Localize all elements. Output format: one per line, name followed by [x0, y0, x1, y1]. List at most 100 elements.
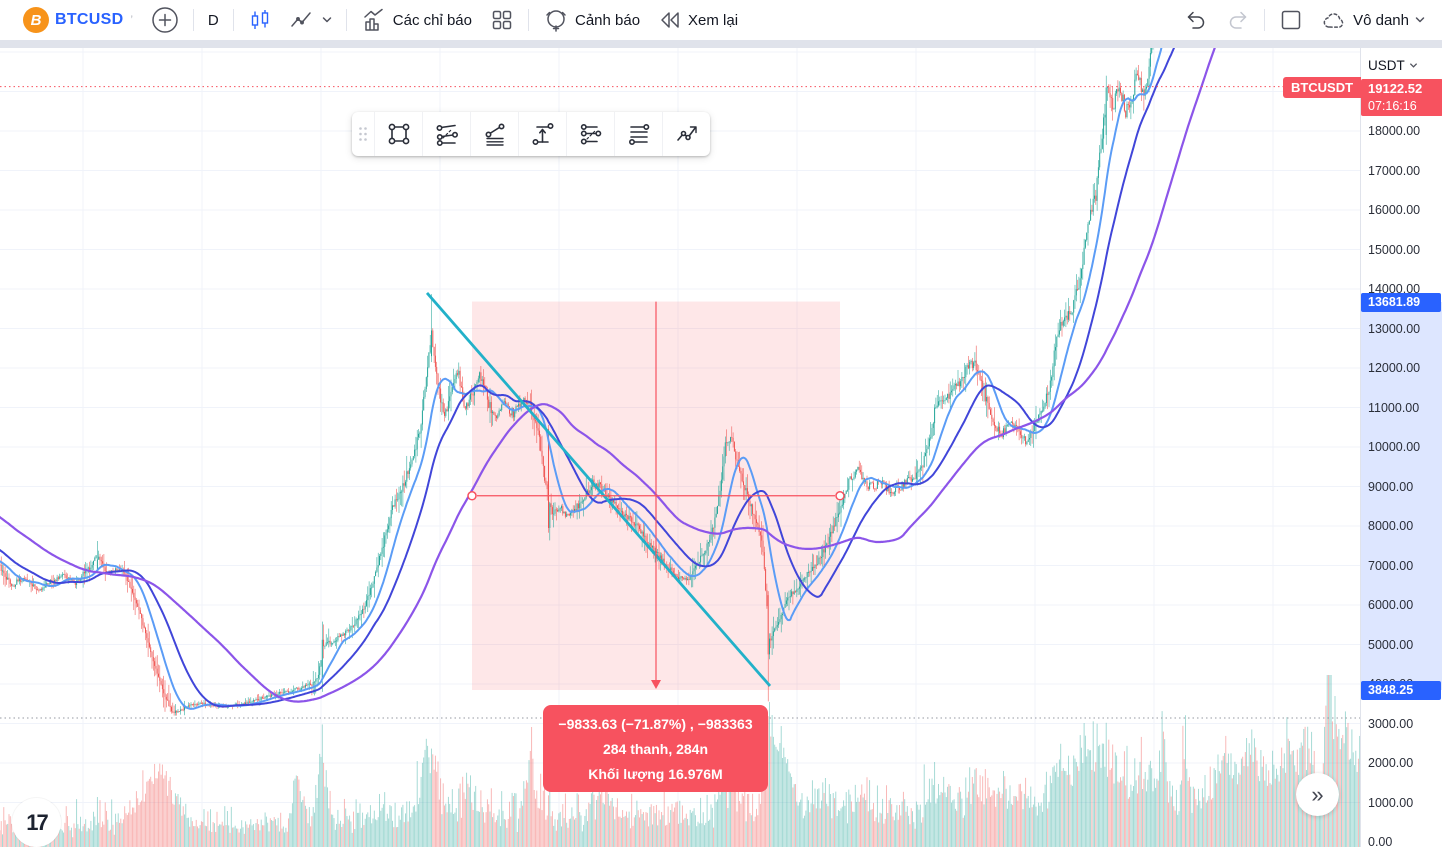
axis-tick-label: 14000.00 [1368, 282, 1421, 296]
chevron-down-icon [1409, 63, 1417, 68]
bar-countdown: 07:16:16 [1368, 98, 1417, 113]
tool-disjoint-channel-button[interactable] [566, 112, 614, 156]
chevron-down-icon [322, 17, 332, 23]
axis-tick-label: 10000.00 [1368, 440, 1421, 454]
price-axis[interactable]: USDT 18000.00 17000.00 16000.00 15000.00 140… [1360, 48, 1442, 847]
price-chart-canvas[interactable] [0, 48, 1360, 847]
tool-rectangle-button[interactable] [374, 112, 422, 156]
redo-button[interactable] [1217, 4, 1259, 36]
double-chevron-right-icon: » [1311, 781, 1324, 807]
tool-horizontal-lines-button[interactable] [614, 112, 662, 156]
tool-trend-arrow-button[interactable] [662, 112, 710, 156]
last-price-value: 19122.52 [1368, 80, 1423, 96]
toolbar-drag-handle[interactable] [352, 112, 374, 156]
drag-dots-icon [359, 127, 367, 141]
axis-tick-label: 17000.00 [1368, 163, 1421, 178]
chart-style-button[interactable] [239, 4, 281, 36]
toolbar-divider [232, 9, 234, 31]
measure-handle-right [835, 491, 845, 501]
cloud-save-user-button[interactable]: Vô danh [1312, 4, 1434, 36]
drawing-floating-toolbar [352, 112, 710, 156]
indicators-icon [364, 8, 383, 31]
single-layout-icon [1281, 10, 1301, 30]
symbol-title: BTCUSD [55, 11, 124, 28]
line-chart-icon [291, 12, 311, 27]
ma-slow-line [0, 48, 1216, 703]
expand-panel-button[interactable]: » [1296, 773, 1339, 816]
tradingview-logo-text: 17 [26, 809, 49, 835]
measure-top-price-badge: 13681.89 [1361, 292, 1441, 312]
trend-line-drawing [425, 292, 772, 687]
grid-layout-icon [492, 10, 512, 30]
axis-tick-label: 16000.00 [1368, 203, 1421, 217]
plus-circle-icon [152, 7, 178, 33]
alert-button[interactable]: Cảnh báo [534, 4, 649, 36]
replay-rewind-icon [661, 12, 679, 28]
axis-currency-selector[interactable]: USDT [1368, 58, 1418, 73]
indicators-button[interactable]: Các chỉ báo [352, 4, 481, 36]
tool-date-price-range-button[interactable] [518, 112, 566, 156]
axis-tick-label: 2000.00 [1368, 756, 1414, 770]
measure-tooltip: −9833.63 (−71.87%) , −983363 284 thanh, … [543, 705, 768, 792]
interval-label: D [207, 11, 219, 29]
top-toolbar: B BTCUSD ’ D [0, 0, 1442, 40]
tool-parallel-channel-button[interactable] [422, 112, 470, 156]
toolbar-divider [1264, 9, 1266, 31]
measure-change-line: −9833.63 (−71.87%) , −983363 [558, 716, 753, 732]
measure-bars-line: 284 thanh, 284n [602, 741, 709, 757]
toolbar-divider [345, 9, 347, 31]
pitchfork-icon [485, 123, 504, 146]
user-name-label: Vô danh [1353, 11, 1409, 29]
layout-select-button[interactable] [1270, 4, 1312, 36]
symbol-compare-button[interactable] [142, 4, 188, 36]
axis-tick-label: 18000.00 [1368, 124, 1421, 138]
symbol-price-label: BTCUSDT [1283, 76, 1361, 98]
symbol-button[interactable]: B BTCUSD ’ [14, 4, 142, 36]
axis-tick-label: 11000.00 [1368, 400, 1420, 415]
indicators-label: Các chỉ báo [392, 11, 472, 29]
grid-layer [0, 48, 1360, 847]
symbol-data-tick: ’ [130, 14, 133, 26]
axis-tick-label: 0.00 [1368, 835, 1393, 847]
axis-measure-highlight [1361, 301, 1442, 690]
axis-tick-label: 7000.00 [1368, 558, 1414, 573]
line-tool-menu-button[interactable] [281, 4, 341, 36]
measure-bottom-price-badge: 3848.25 [1361, 680, 1441, 700]
ma-mid-line [0, 48, 1176, 708]
axis-tick-label: 5000.00 [1368, 637, 1414, 652]
cloud-dashed-icon [1323, 13, 1344, 28]
toolbar-divider [527, 9, 529, 31]
axis-tick-label: 6000.00 [1368, 598, 1414, 612]
measure-drawing [467, 301, 845, 689]
chart-layers [0, 48, 1360, 847]
axis-tick-label: 8000.00 [1368, 519, 1414, 533]
parallel-channel-icon [436, 124, 458, 146]
layout-grid-button[interactable] [481, 4, 523, 36]
ma-fast-line [0, 48, 1163, 710]
interval-button[interactable]: D [199, 4, 228, 36]
toolbar-chart-gap [0, 40, 1442, 48]
toolbar-divider [192, 9, 194, 31]
replay-label: Xem lại [688, 11, 739, 29]
alert-label: Cảnh báo [574, 11, 641, 29]
axis-tick-label: 12000.00 [1368, 361, 1421, 375]
tradingview-logo[interactable]: 17 [12, 798, 61, 847]
measure-volume-line: Khối lượng 16.976M [588, 766, 723, 782]
chevron-down-icon [1415, 17, 1425, 23]
alarm-plus-icon [546, 10, 566, 32]
axis-currency-label: USDT [1368, 58, 1405, 73]
undo-button[interactable] [1175, 4, 1217, 36]
measure-handle-left [467, 491, 477, 501]
axis-tick-label: 15000.00 [1368, 242, 1421, 257]
axis-tick-label: 9000.00 [1368, 479, 1414, 494]
redo-icon [1229, 11, 1247, 29]
disjoint-channel-icon [580, 124, 601, 145]
trend-arrow-icon [676, 126, 697, 141]
tool-pitchfork-button[interactable] [470, 112, 518, 156]
replay-button[interactable]: Xem lại [649, 4, 747, 36]
axis-tick-label: 3000.00 [1368, 716, 1414, 731]
last-price-box: 19122.52 07:16:16 [1361, 78, 1442, 116]
candlestick-icon [251, 10, 268, 29]
chart-pane[interactable] [0, 48, 1360, 847]
horizontal-lines-icon [628, 124, 649, 145]
